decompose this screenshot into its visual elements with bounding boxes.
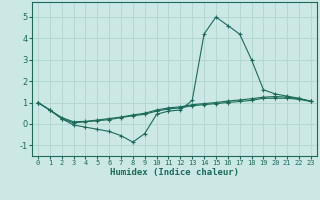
- X-axis label: Humidex (Indice chaleur): Humidex (Indice chaleur): [110, 168, 239, 177]
